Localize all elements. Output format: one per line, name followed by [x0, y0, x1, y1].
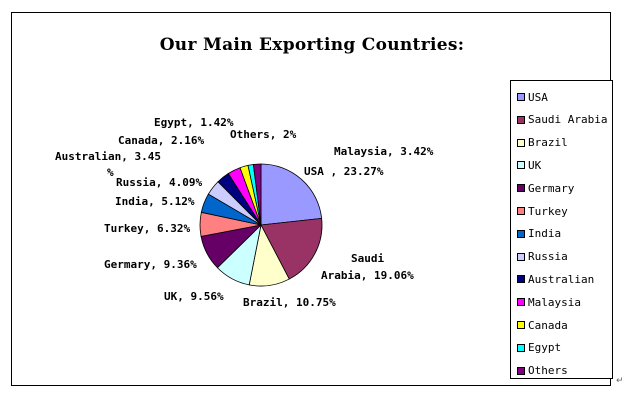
legend-swatch [517, 343, 525, 352]
legend-label: Canada [528, 318, 568, 332]
slice-label-canada: Canada, 2.16% [118, 134, 204, 147]
slice-label-brazil: Brazil, 10.75% [243, 296, 336, 309]
legend-label: USA [528, 90, 548, 104]
legend-label: Malaysia [528, 295, 581, 309]
slice-label-australian: Australian, 3.45% [55, 150, 161, 179]
legend-swatch [517, 138, 525, 147]
slice-label-saudi-arabia: Saudi Arabia, 19.06% [321, 252, 414, 282]
legend-item-uk: UK [517, 158, 541, 172]
legend-item-saudi-arabia: Saudi Arabia [517, 113, 607, 127]
legend-swatch [517, 275, 525, 284]
legend-label: India [528, 227, 562, 241]
legend-label: Russia [528, 250, 568, 264]
chart-title: Our Main Exporting Countries: [159, 35, 465, 55]
slice-label-india: India, 5.12% [115, 195, 195, 208]
legend-item-egypt: Egypt [517, 341, 561, 355]
legend-label: Germary [528, 181, 575, 195]
corner-marker-icon: ↵ [616, 376, 624, 386]
slice-label-malaysia: Malaysia, 3.42% [334, 145, 434, 158]
legend-item-brazil: Brazil [517, 136, 568, 150]
legend-item-russia: Russia [517, 250, 568, 264]
legend-label: Egypt [528, 341, 562, 355]
slice-label-germary: Germary, 9.36% [104, 258, 197, 271]
legend-label: Saudi Arabia [528, 113, 608, 127]
legend-item-turkey: Turkey [517, 204, 568, 218]
legend-label: Australian [528, 272, 595, 286]
legend-swatch [517, 161, 525, 170]
legend-swatch [517, 115, 525, 124]
legend-item-india: India [517, 227, 561, 241]
slice-label-turkey: Turkey, 6.32% [104, 222, 190, 235]
legend-item-usa: USA [517, 90, 548, 104]
slice-label-russia: Russia, 4.09% [116, 176, 202, 189]
slice-label-uk: UK, 9.56% [164, 290, 224, 303]
legend-swatch [517, 252, 525, 261]
legend-swatch [517, 366, 525, 375]
slice-label-others: Others, 2% [230, 128, 297, 141]
legend-item-others: Others [517, 364, 568, 378]
legend-label: Others [528, 364, 568, 378]
legend-swatch [517, 184, 525, 193]
legend-item-australian: Australian [517, 272, 594, 286]
pie-slice-usa [260, 163, 323, 226]
pie-slice-others [252, 163, 262, 226]
chart-area: Our Main Exporting Countries: USA , 23.2… [11, 12, 613, 386]
legend-swatch [517, 93, 525, 101]
legend-item-germary: Germary [517, 181, 574, 195]
pie-chart: USA , 23.27% Saudi Arabia, 19.06% Brazil, 1… [55, 116, 434, 309]
slice-label-egypt: Egypt, 1.42% [154, 116, 234, 129]
legend-label: UK [528, 158, 542, 172]
legend-swatch [517, 321, 525, 329]
legend-item-malaysia: Malaysia [517, 295, 581, 309]
legend-swatch [517, 229, 525, 238]
legend-swatch [517, 207, 525, 215]
chart-legend: USA Saudi Arabia Brazil UK Germary Turkey Indi… [510, 80, 613, 379]
legend-label: Brazil [528, 136, 568, 150]
legend-swatch [517, 298, 525, 307]
slice-label-usa: USA , 23.27% [304, 165, 384, 178]
pie-slice-saudi-arabia [260, 217, 323, 280]
legend-item-canada: Canada [517, 318, 568, 332]
legend-label: Turkey [528, 204, 568, 218]
